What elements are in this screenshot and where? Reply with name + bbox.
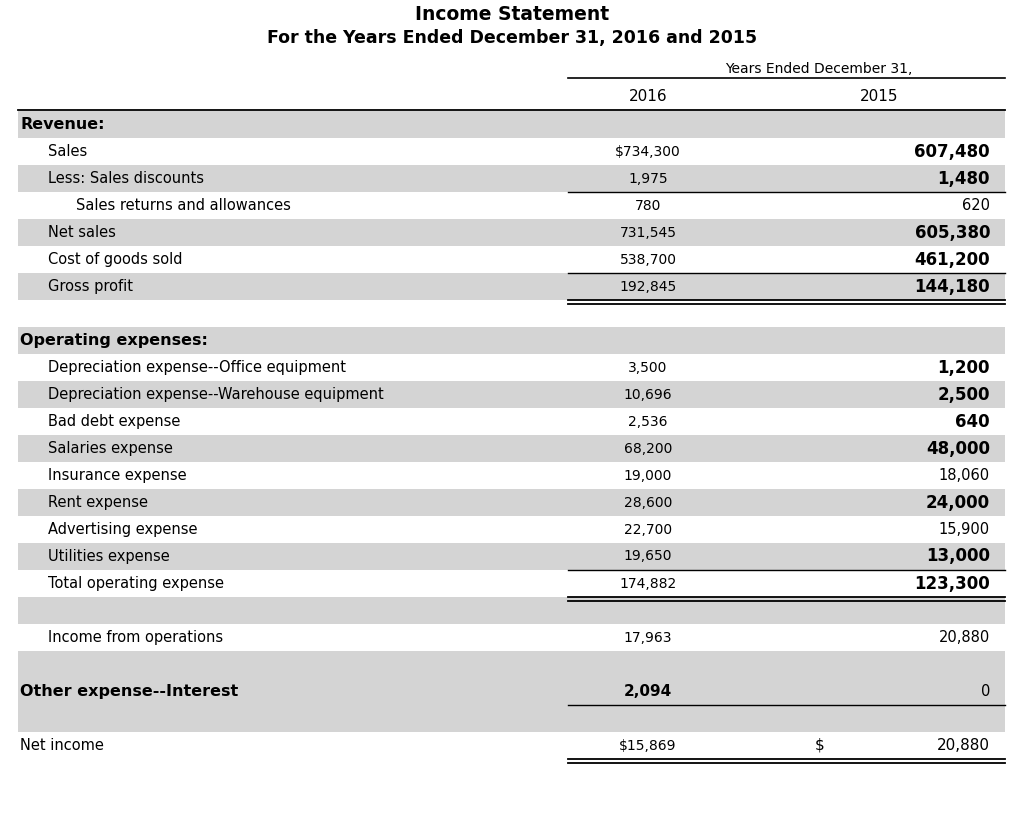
- Text: Income Statement: Income Statement: [415, 4, 609, 24]
- Text: 19,650: 19,650: [624, 550, 672, 564]
- Text: 780: 780: [635, 199, 662, 213]
- Text: 2016: 2016: [629, 88, 668, 104]
- Text: 10,696: 10,696: [624, 387, 673, 401]
- Text: 192,845: 192,845: [620, 279, 677, 293]
- Text: 731,545: 731,545: [620, 226, 677, 240]
- Text: 20,880: 20,880: [937, 738, 990, 753]
- Text: 15,900: 15,900: [939, 522, 990, 537]
- Bar: [18, 111, 1005, 138]
- Text: 18,060: 18,060: [939, 468, 990, 483]
- Text: For the Years Ended December 31, 2016 and 2015: For the Years Ended December 31, 2016 an…: [267, 29, 757, 47]
- Text: Other expense--Interest: Other expense--Interest: [20, 684, 239, 699]
- Text: Cost of goods sold: Cost of goods sold: [48, 252, 182, 267]
- Text: 620: 620: [962, 198, 990, 213]
- Text: 48,000: 48,000: [926, 439, 990, 457]
- Text: Years Ended December 31,: Years Ended December 31,: [725, 62, 912, 76]
- Text: 0: 0: [981, 684, 990, 699]
- Bar: [18, 651, 1005, 678]
- Text: Advertising expense: Advertising expense: [48, 522, 198, 537]
- Text: 13,000: 13,000: [926, 547, 990, 565]
- Text: $: $: [815, 738, 825, 753]
- Text: 123,300: 123,300: [914, 574, 990, 592]
- Text: Depreciation expense--Warehouse equipment: Depreciation expense--Warehouse equipmen…: [48, 387, 384, 402]
- Bar: [18, 489, 1005, 516]
- Text: 19,000: 19,000: [624, 469, 672, 483]
- Text: Depreciation expense--Office equipment: Depreciation expense--Office equipment: [48, 360, 346, 375]
- Bar: [18, 165, 1005, 192]
- Text: Salaries expense: Salaries expense: [48, 441, 173, 456]
- Bar: [18, 597, 1005, 624]
- Text: 174,882: 174,882: [620, 577, 677, 591]
- Bar: [18, 381, 1005, 408]
- Text: 1,975: 1,975: [628, 171, 668, 185]
- Text: Net income: Net income: [20, 738, 103, 753]
- Text: Revenue:: Revenue:: [20, 117, 104, 132]
- Text: Operating expenses:: Operating expenses:: [20, 333, 208, 348]
- Bar: [18, 327, 1005, 354]
- Text: Insurance expense: Insurance expense: [48, 468, 186, 483]
- Text: 607,480: 607,480: [914, 143, 990, 161]
- Text: Income from operations: Income from operations: [48, 630, 223, 645]
- Text: 605,380: 605,380: [914, 223, 990, 241]
- Text: $734,300: $734,300: [615, 144, 681, 158]
- Text: Sales: Sales: [48, 144, 87, 159]
- Bar: [18, 543, 1005, 570]
- Text: Less: Sales discounts: Less: Sales discounts: [48, 171, 204, 186]
- Text: 24,000: 24,000: [926, 494, 990, 512]
- Bar: [18, 678, 1005, 705]
- Text: 17,963: 17,963: [624, 630, 672, 644]
- Text: Sales returns and allowances: Sales returns and allowances: [76, 198, 291, 213]
- Text: 68,200: 68,200: [624, 442, 672, 456]
- Text: 20,880: 20,880: [939, 630, 990, 645]
- Bar: [18, 705, 1005, 732]
- Text: Net sales: Net sales: [48, 225, 116, 240]
- Text: 144,180: 144,180: [914, 278, 990, 296]
- Text: 2015: 2015: [860, 88, 898, 104]
- Text: 22,700: 22,700: [624, 522, 672, 536]
- Bar: [18, 219, 1005, 246]
- Text: 2,094: 2,094: [624, 684, 672, 699]
- Text: Gross profit: Gross profit: [48, 279, 133, 294]
- Text: 538,700: 538,700: [620, 252, 677, 266]
- Text: $15,869: $15,869: [620, 738, 677, 752]
- Text: 1,200: 1,200: [938, 358, 990, 377]
- Text: 2,500: 2,500: [938, 386, 990, 404]
- Text: 3,500: 3,500: [629, 361, 668, 374]
- Text: 2,536: 2,536: [629, 414, 668, 428]
- Text: Rent expense: Rent expense: [48, 495, 148, 510]
- Text: 1,480: 1,480: [938, 170, 990, 188]
- Bar: [18, 435, 1005, 462]
- Bar: [18, 273, 1005, 300]
- Text: Bad debt expense: Bad debt expense: [48, 414, 180, 429]
- Text: Utilities expense: Utilities expense: [48, 549, 170, 564]
- Text: 640: 640: [955, 413, 990, 430]
- Text: 461,200: 461,200: [914, 250, 990, 269]
- Text: Total operating expense: Total operating expense: [48, 576, 224, 591]
- Text: 28,600: 28,600: [624, 495, 672, 509]
